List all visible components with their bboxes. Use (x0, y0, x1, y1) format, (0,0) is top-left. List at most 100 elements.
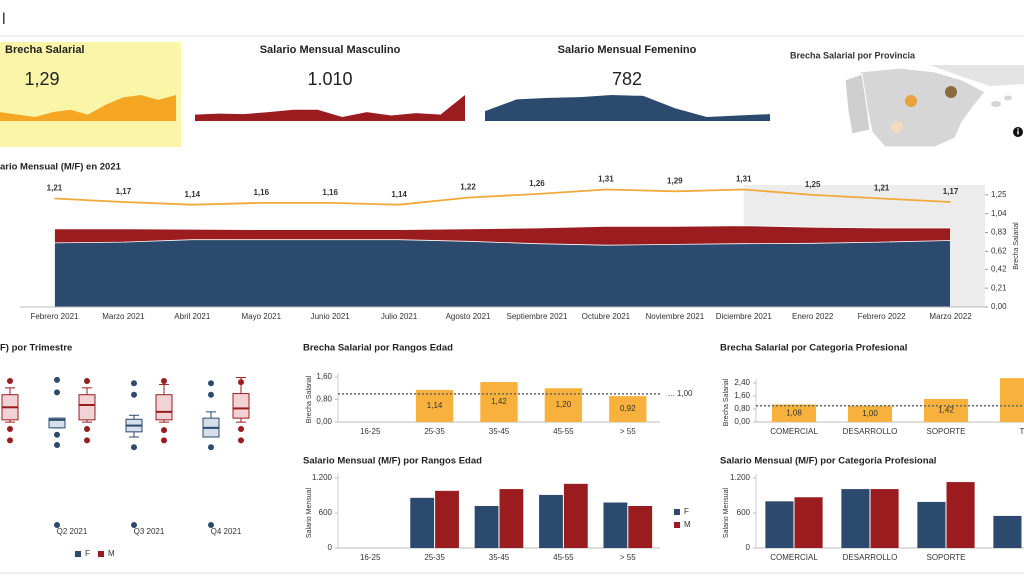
bar (771, 404, 817, 422)
kpi-value: 1.010 (307, 69, 352, 89)
x-tick-label: Abril 2021 (174, 312, 211, 321)
bar (628, 506, 653, 548)
kpi-card-selected[interactable] (0, 42, 181, 147)
page-title: l (2, 11, 6, 28)
outlier (238, 426, 244, 432)
box (78, 394, 96, 421)
y2-tick-label: 0,83 (991, 228, 1007, 237)
y-tick-label: 2,40 (734, 378, 750, 387)
data-label: 1,42 (938, 406, 954, 415)
map-marker[interactable] (891, 121, 903, 133)
x-tick-label: 25-35 (424, 553, 445, 562)
legend-label: F (85, 549, 90, 558)
y-axis-title: Salario Mensual (723, 487, 730, 538)
x-tick-label: 45-55 (553, 427, 574, 436)
legend-swatch (674, 522, 680, 528)
data-label: 1,16 (322, 188, 338, 197)
data-label: 1,16 (253, 188, 269, 197)
y-axis-title: Salario Mensual (306, 487, 313, 538)
chart-title: Brecha Salarial por Rangos Edad (303, 343, 453, 354)
box (48, 417, 66, 429)
x-tick-label: Marzo 2021 (102, 312, 145, 321)
data-label: 1,29 (667, 176, 683, 185)
bar (410, 497, 435, 548)
map-marker[interactable] (905, 95, 917, 107)
bar (847, 405, 893, 422)
bar (499, 489, 524, 548)
map-marker[interactable] (945, 86, 957, 98)
y2-tick-label: 0,42 (991, 264, 1007, 273)
outlier (238, 437, 244, 444)
data-label: 1,17 (943, 187, 959, 196)
y-tick-label: 1.200 (730, 473, 751, 482)
x-tick-label: 35-45 (489, 553, 510, 562)
bar (841, 489, 870, 548)
x-tick-label: Junio 2021 (311, 312, 351, 321)
gap-line (54, 188, 951, 206)
outlier (131, 391, 137, 398)
bar (435, 490, 459, 548)
bar (415, 389, 454, 422)
outlier (84, 426, 90, 432)
x-tick-label: COMERCIAL (770, 427, 818, 436)
outlier (7, 426, 13, 432)
outlier (54, 522, 60, 528)
outlier (161, 437, 167, 444)
y-tick-label: 600 (737, 508, 751, 517)
x-tick-label: Octubre 2021 (582, 312, 631, 321)
y-axis-title: Brecha Salarial (723, 378, 730, 426)
x-tick-label: > 55 (620, 427, 636, 436)
x-tick-label: Q4 2021 (211, 527, 242, 536)
outlier (7, 378, 13, 384)
sparkline (485, 95, 770, 121)
y-axis-title: Brecha Salarial (306, 375, 313, 423)
bar (993, 515, 1022, 548)
outlier (208, 391, 214, 398)
x-tick-label: 16-25 (360, 427, 381, 436)
legend-swatch (75, 551, 81, 557)
data-label: 1,25 (805, 180, 821, 189)
box (232, 393, 250, 419)
kpi-value: 1,29 (24, 69, 59, 89)
data-label: 1,00 (862, 409, 878, 418)
bar (999, 378, 1024, 422)
y-tick-label: 1.200 (312, 473, 333, 482)
x-tick-label: Enero 2022 (792, 312, 834, 321)
outlier (208, 444, 214, 451)
sparkline (195, 95, 465, 121)
bar (474, 506, 499, 548)
box (155, 394, 173, 421)
bar (870, 489, 899, 548)
bar (917, 501, 946, 548)
data-label: 1,14 (391, 190, 407, 199)
chart-title: Salario Mensual (M/F) por Categoria Prof… (720, 456, 936, 467)
chart-title: Salario Mensual (M/F) por Rangos Edad (303, 456, 482, 467)
outlier (208, 380, 214, 387)
outlier (54, 431, 60, 438)
bar (794, 497, 823, 548)
x-tick-label: 25-35 (424, 427, 445, 436)
chart-title: F) por Trimestre (0, 343, 72, 354)
y-tick-label: 0,00 (316, 417, 332, 426)
bar (765, 501, 794, 548)
x-tick-label: Q3 2021 (134, 527, 165, 536)
x-tick-label: Q2 2021 (57, 527, 88, 536)
data-label: 1,22 (460, 183, 476, 192)
outlier (161, 378, 167, 384)
info-icon-glyph (1017, 130, 1019, 135)
kpi-title: Salario Mensual Masculino (260, 44, 401, 56)
x-tick-label: Agosto 2021 (446, 312, 491, 321)
y2-tick-label: 0,62 (991, 246, 1007, 255)
y2-axis-title: Brecha Salarial (1013, 222, 1020, 270)
map[interactable] (844, 65, 1024, 148)
bar (609, 396, 647, 422)
kpi-value: 782 (612, 69, 642, 89)
x-tick-label: DESARROLLO (843, 553, 898, 562)
legend-label: F (684, 507, 689, 516)
bar (539, 494, 563, 548)
y2-tick-label: 1,25 (991, 190, 1007, 199)
legend-swatch (674, 509, 680, 515)
outlier (54, 442, 60, 448)
data-label: 1,17 (116, 187, 132, 196)
